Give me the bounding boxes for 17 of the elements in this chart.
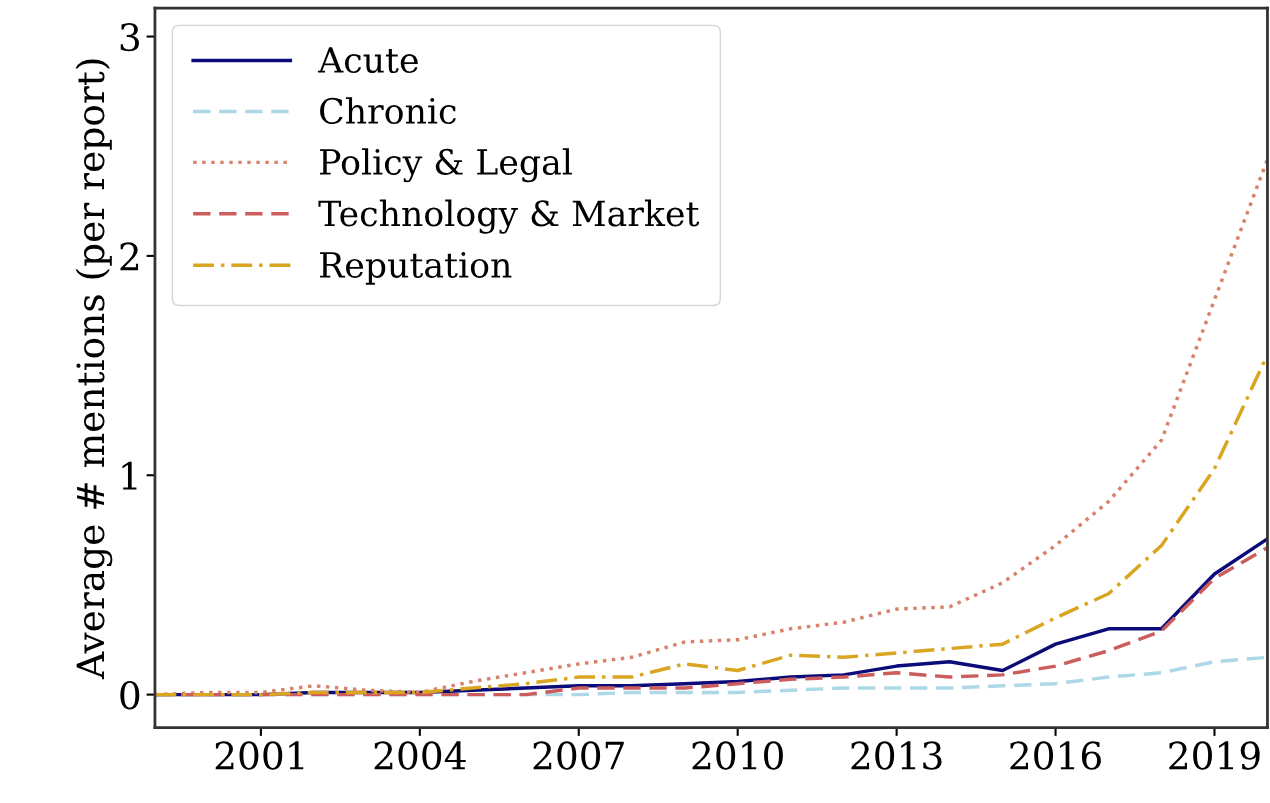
legend-label: Chronic xyxy=(320,97,456,125)
x-tick-label: 2013 xyxy=(851,741,942,770)
x-tick-label: 2004 xyxy=(374,741,466,770)
x-tick-label: 2007 xyxy=(533,741,624,770)
y-tick-label: 0 xyxy=(120,681,140,710)
x-tick-label: 2010 xyxy=(692,741,783,770)
legend-label: Acute xyxy=(317,47,418,74)
y-tick-label: 2 xyxy=(120,242,139,271)
x-tick-label: 2001 xyxy=(215,741,304,770)
legend-label: Policy & Legal xyxy=(320,148,572,183)
y-axis-title: Average # mentions (per report) xyxy=(75,59,113,680)
legend-label: Technology & Market xyxy=(318,199,700,234)
y-tick-label: 1 xyxy=(122,461,137,490)
legend-label: Reputation xyxy=(320,251,512,285)
x-tick-label: 2019 xyxy=(1169,741,1260,770)
y-tick-label: 3 xyxy=(120,22,139,52)
x-tick-label: 2016 xyxy=(1010,741,1101,770)
